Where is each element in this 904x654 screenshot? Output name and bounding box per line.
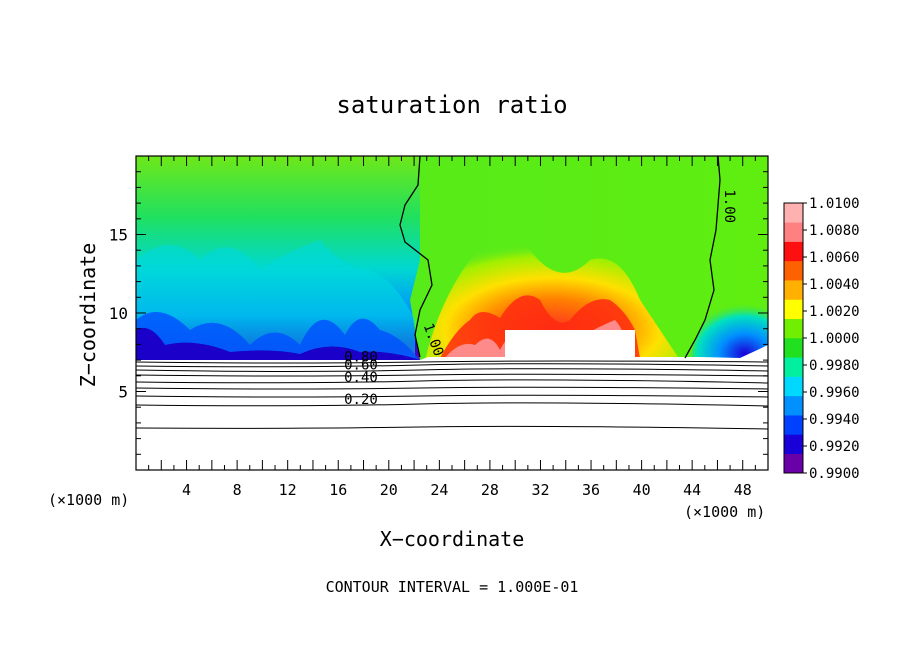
colorbar-swatch — [784, 415, 803, 435]
x-unit-left: (×1000 m) — [48, 491, 129, 509]
x-tick-label: 20 — [380, 481, 398, 499]
colorbar-swatch — [784, 260, 803, 281]
chart-title: saturation ratio — [336, 91, 567, 119]
x-tick-label: 4 — [182, 481, 191, 499]
x-tick-label: 12 — [279, 481, 297, 499]
x-tick-label: 48 — [734, 481, 752, 499]
y-tick-label: 15 — [109, 226, 128, 245]
y-axis-ticks: 5 10 15 — [109, 171, 768, 455]
colorbar: 0.9900 0.9920 0.9940 0.9960 0.9980 1.0000 1.00… — [783, 196, 860, 482]
colorbar-label: 1.0080 — [809, 223, 860, 239]
colorbar-label: 1.0000 — [809, 331, 860, 347]
colorbar-label: 0.9900 — [809, 466, 860, 482]
colorbar-swatch — [784, 241, 803, 262]
x-tick-label: 32 — [531, 481, 549, 499]
x-tick-label: 16 — [329, 481, 347, 499]
contour-label: 0.20 — [344, 392, 378, 408]
contour-label: 1.00 — [721, 189, 737, 223]
y-tick-label: 10 — [109, 304, 128, 323]
colorbar-swatch — [784, 222, 803, 242]
colorbar-swatch — [784, 280, 803, 300]
colorbar-swatch — [784, 395, 803, 416]
field-violet-base — [136, 327, 420, 360]
contour-interval-note: CONTOUR INTERVAL = 1.000E-01 — [326, 578, 579, 596]
x-tick-label: 40 — [633, 481, 651, 499]
colorbar-swatch — [784, 453, 803, 474]
y-axis-label: Z−coordinate — [76, 243, 100, 388]
x-tick-label: 8 — [233, 481, 242, 499]
colorbar-label: 1.0100 — [809, 196, 860, 212]
field-cool-right — [690, 297, 768, 360]
colorbar-label: 0.9980 — [809, 358, 860, 374]
plot-area — [136, 156, 768, 470]
colorbar-label: 0.9920 — [809, 439, 860, 455]
x-tick-label: 24 — [430, 481, 448, 499]
contour-lines-lower — [136, 360, 768, 430]
field-white-pocket — [505, 330, 635, 358]
contour-line-1.00-right — [684, 156, 721, 359]
x-axis-label: X−coordinate — [380, 527, 525, 551]
colorbar-label: 1.0040 — [809, 277, 860, 293]
colorbar-swatch — [784, 203, 803, 223]
y-tick-label: 5 — [118, 383, 128, 402]
colorbar-label: 0.9960 — [809, 385, 860, 401]
x-tick-label: 28 — [481, 481, 499, 499]
colorbar-swatch — [784, 357, 803, 377]
contour-label: 0.60 — [344, 358, 378, 374]
contour-label: 0.80 — [344, 350, 378, 366]
x-axis-ticks: 4 8 12 16 20 24 28 32 36 40 44 48 — [148, 156, 756, 499]
colorbar-swatch — [784, 318, 803, 339]
colorbar-label: 1.0020 — [809, 304, 860, 320]
colorbar-label: 1.0060 — [809, 250, 860, 266]
colorbar-swatch — [784, 434, 803, 455]
field-lower-white — [136, 345, 768, 470]
contour-line-1.00-left — [399, 156, 433, 358]
colorbar-swatch — [784, 299, 803, 320]
x-tick-label: 44 — [683, 481, 701, 499]
colorbar-swatch — [784, 376, 803, 397]
contour-label: 0.40 — [344, 370, 378, 386]
colorbar-label: 0.9940 — [809, 412, 860, 428]
x-unit-right: (×1000 m) — [684, 503, 765, 521]
colorbar-swatch — [784, 338, 803, 358]
x-tick-label: 36 — [582, 481, 600, 499]
